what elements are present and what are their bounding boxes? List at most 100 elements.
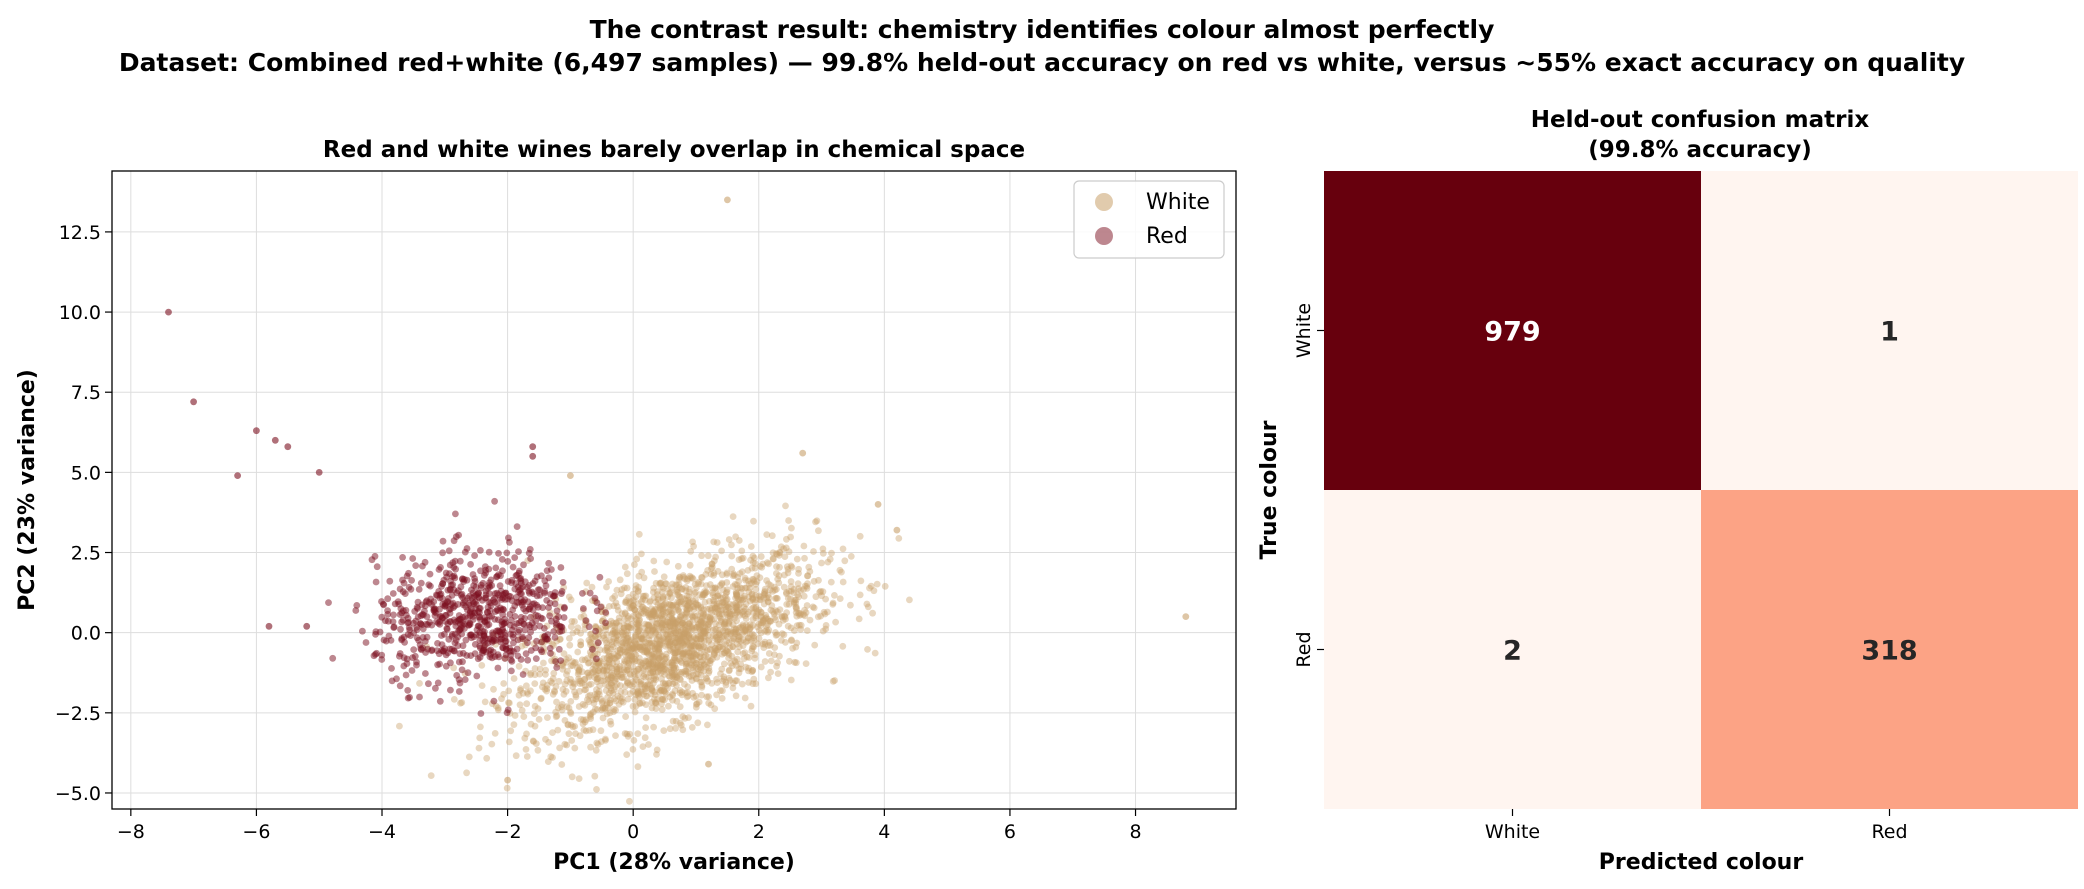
point-white [734,595,742,603]
point-white [718,610,726,618]
point-white [676,584,683,592]
point-white [517,685,524,692]
point-white [511,712,519,719]
point-white [719,687,726,695]
point-white [671,649,679,657]
point-white [751,554,758,562]
point-white [657,641,665,649]
point-white [839,545,847,553]
point-white [622,599,630,606]
point-white [689,575,697,583]
point-white [717,607,725,614]
point-white [689,657,697,665]
point-white [681,620,688,628]
point-white [692,659,700,667]
point-white [745,664,752,672]
point-white [667,590,674,598]
point-white [658,700,665,708]
point-white [613,586,621,594]
point-white [652,629,660,636]
point-white [701,627,708,635]
point-white [649,642,656,650]
point-white [697,661,705,669]
point-white [591,691,599,698]
point-white [766,639,773,646]
point-white [638,660,646,668]
point-white [620,627,628,635]
point-white [635,530,643,538]
point-red [561,604,568,612]
point-white [768,532,776,540]
point-white [697,626,704,634]
point-white [649,650,657,658]
point-white [648,622,656,630]
point-white [647,669,655,677]
point-red [515,548,522,555]
point-white [700,643,707,651]
point-white [710,598,718,605]
point-white [792,643,800,651]
point-white [639,666,647,674]
point-white [561,680,569,688]
point-red [352,607,360,614]
point-white [766,586,774,594]
point-white [674,621,681,629]
point-white [684,575,692,583]
point-white [691,612,699,620]
point-white [654,661,662,669]
point-white [783,535,790,543]
point-white [711,645,719,652]
point-white [698,691,705,699]
point-red [532,655,540,662]
point-white [703,605,711,613]
point-white [773,594,780,602]
point-white [709,626,717,634]
point-white [636,658,644,666]
point-white [507,727,515,735]
point-white [700,606,708,614]
point-white [731,657,738,665]
point-white [665,672,673,680]
cm-xlabel: Predicted colour [1599,850,1804,875]
point-red [501,631,509,639]
point-white [748,590,756,598]
point-white [711,593,719,601]
point-white [608,669,616,677]
point-red [409,555,417,562]
point-red [451,630,459,638]
point-white [720,673,728,681]
point-white [653,663,661,670]
point-white [659,610,666,618]
point-white [635,665,643,673]
point-white [756,574,764,581]
point-white [800,611,807,618]
point-red [529,443,537,451]
point-white [606,699,614,707]
point-white [615,701,623,708]
point-white [738,680,746,688]
point-white [613,658,621,666]
point-white [612,675,620,683]
point-white [723,579,731,586]
point-white [611,622,619,630]
point-red [462,636,470,644]
point-white [744,610,751,618]
point-white [782,639,789,646]
point-white [727,660,735,667]
point-white [573,628,581,635]
point-white [778,612,785,620]
point-white [552,713,560,721]
point-white [639,604,647,611]
point-white [626,657,633,665]
point-white [804,580,811,588]
point-white [681,714,689,722]
point-white [856,532,864,540]
point-white [689,652,697,660]
point-white [665,589,673,597]
point-white [675,628,682,635]
point-white [625,665,633,673]
point-white [647,658,655,666]
point-red [479,649,486,657]
point-white [605,675,612,683]
point-white [757,613,765,621]
